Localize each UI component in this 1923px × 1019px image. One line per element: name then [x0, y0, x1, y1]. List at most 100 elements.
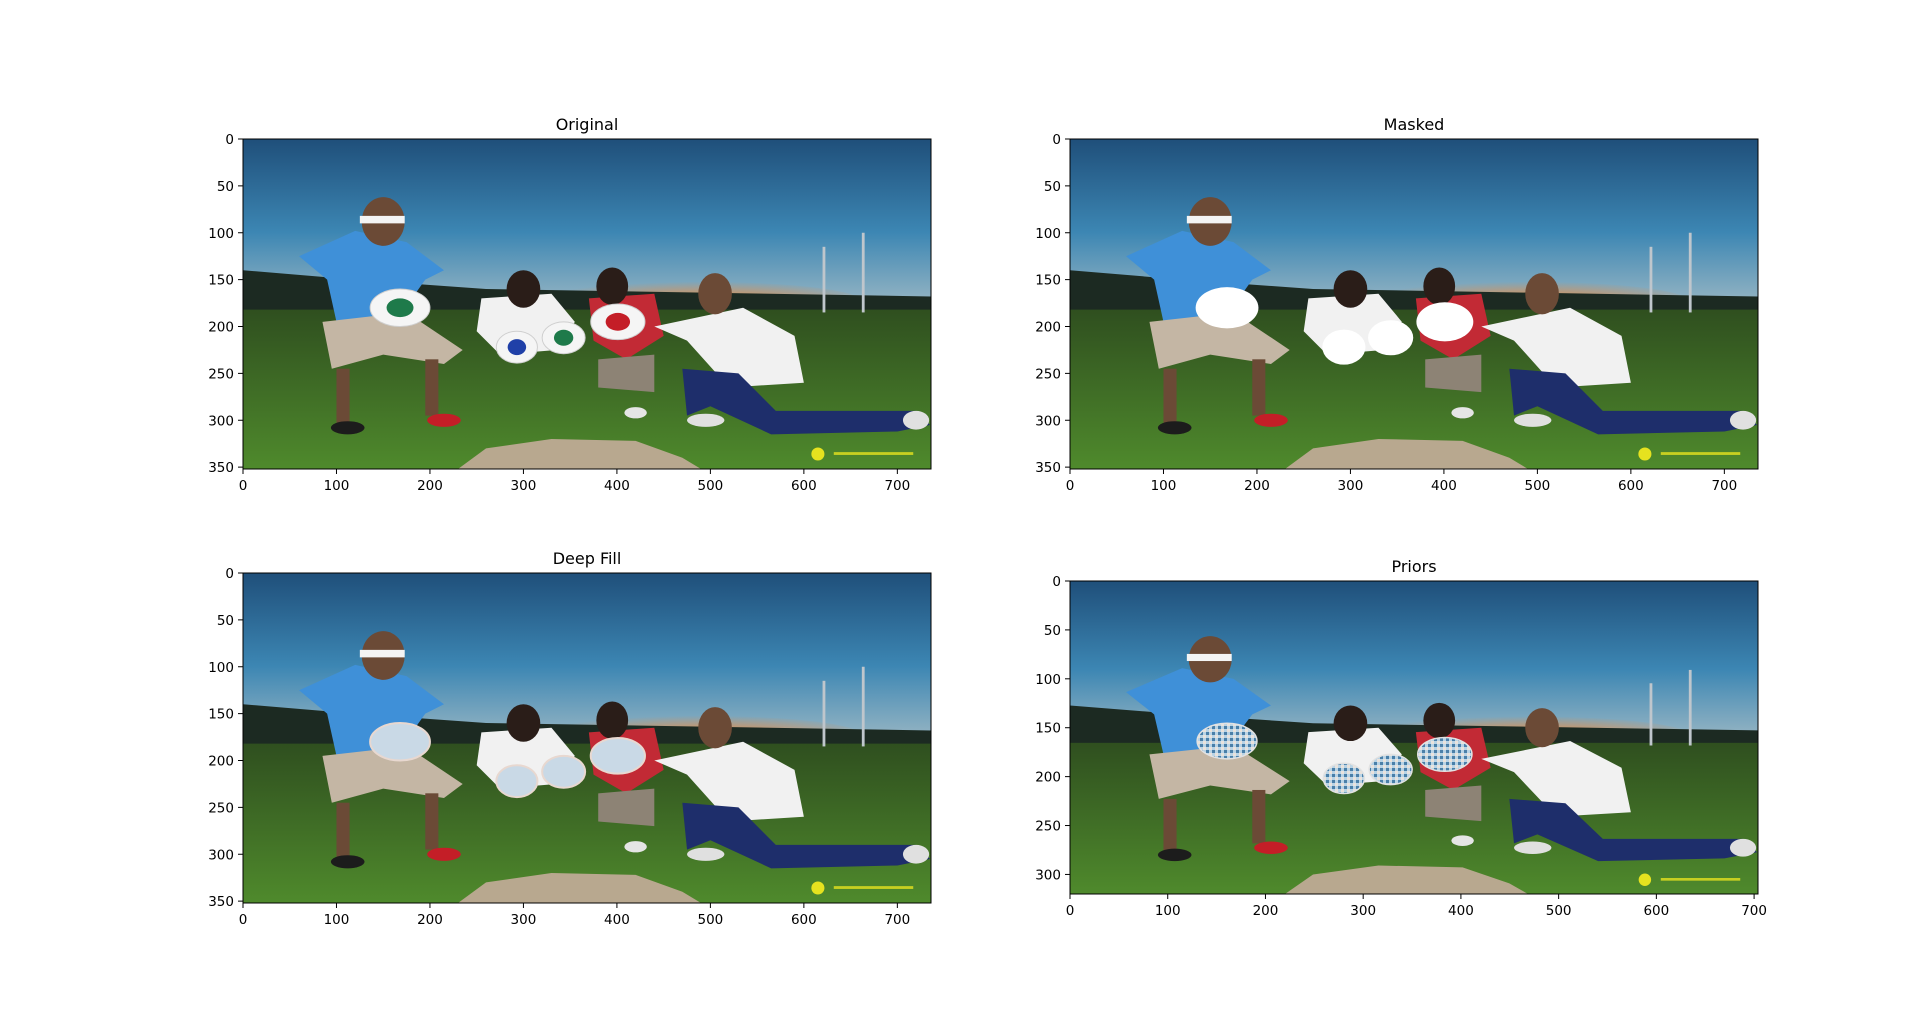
disc-logo — [605, 312, 631, 331]
person-head — [1423, 267, 1456, 305]
x-tick-label: 0 — [1066, 903, 1075, 919]
person-head — [506, 270, 541, 308]
x-tick-label: 0 — [239, 478, 248, 494]
shoe — [1157, 848, 1192, 862]
watermark-text — [1660, 452, 1741, 455]
inpainted-region — [1368, 753, 1413, 786]
mask-hole — [1322, 329, 1366, 365]
headband — [359, 215, 405, 224]
shoe — [1451, 407, 1474, 419]
axes-title: Deep Fill — [553, 549, 622, 568]
axes-frame — [1069, 580, 1759, 895]
person-head — [1525, 273, 1559, 315]
x-tick-label: 300 — [1350, 903, 1376, 919]
shoe — [1514, 841, 1552, 854]
y-tick-label: 250 — [1035, 819, 1061, 835]
y-tick-label: 0 — [225, 566, 234, 582]
person-shorts — [1149, 745, 1290, 799]
x-tick-label: 600 — [1643, 903, 1669, 919]
person-head — [1333, 270, 1368, 308]
y-tick-label: 350 — [208, 460, 234, 476]
person-jeans — [682, 802, 931, 869]
x-tick-label: 700 — [884, 912, 910, 928]
goal-post — [861, 666, 865, 747]
person-shorts — [1425, 354, 1482, 393]
headband — [359, 649, 405, 658]
x-tick-label: 100 — [324, 478, 350, 494]
axes-frame — [1069, 138, 1759, 470]
disc-logo — [553, 329, 574, 346]
leg — [1163, 368, 1177, 425]
goal-post — [1649, 683, 1653, 746]
inpainted-region — [495, 764, 539, 799]
leg — [1252, 359, 1266, 416]
person-head — [1525, 708, 1559, 748]
leg — [1163, 798, 1177, 853]
x-tick-label: 100 — [1151, 478, 1177, 494]
subplot-4: Priors 0 100 200 300 400 500 600 700 0 50 100 150 200… — [1035, 557, 1767, 919]
person-head — [1423, 702, 1456, 739]
goal-post — [822, 246, 826, 313]
shoe — [1729, 838, 1757, 857]
dirt-patch — [458, 873, 702, 903]
person-head — [596, 701, 629, 739]
person-shorts — [1425, 785, 1482, 822]
inpainted-region — [541, 754, 587, 789]
goal-post — [1688, 669, 1692, 746]
x-tick-label: 0 — [1066, 478, 1075, 494]
dirt-patch — [1285, 439, 1529, 469]
person-shorts — [322, 312, 463, 369]
dirt-patch — [458, 439, 702, 469]
shoe — [427, 847, 461, 861]
y-tick-label: 50 — [217, 613, 234, 629]
leg — [336, 802, 350, 859]
shoe — [624, 407, 647, 419]
watermark-text — [833, 452, 914, 455]
x-tick-label: 400 — [604, 912, 630, 928]
person-head — [506, 704, 541, 742]
x-tick-label: 300 — [511, 912, 537, 928]
x-tick-label: 500 — [698, 912, 724, 928]
x-tick-label: 100 — [1155, 903, 1181, 919]
mask-hole — [1195, 287, 1259, 329]
person-jeans — [682, 368, 931, 435]
x-tick-label: 400 — [604, 478, 630, 494]
leg — [425, 359, 439, 416]
inpainted-region — [1416, 736, 1473, 773]
person-white-shirt — [654, 741, 804, 822]
shoe — [330, 421, 365, 435]
inpainted-region — [1322, 762, 1366, 795]
y-tick-label: 150 — [208, 273, 234, 289]
y-tick-label: 200 — [208, 754, 234, 770]
shoe — [427, 413, 461, 427]
shoe — [1254, 413, 1288, 427]
watermark-text — [1660, 877, 1741, 881]
person-white-shirt — [654, 307, 804, 388]
photo — [1070, 581, 1758, 894]
person-white-shirt — [1481, 307, 1631, 388]
shoe — [902, 410, 930, 430]
y-tick-label: 200 — [208, 320, 234, 336]
y-tick-label: 250 — [1035, 366, 1061, 382]
subplot-2: Masked 0 100 200 300 400 500 600 700 0 50 100 150 200… — [1035, 115, 1759, 494]
shoe — [1729, 410, 1757, 430]
x-tick-label: 200 — [417, 912, 443, 928]
y-tick-label: 100 — [208, 226, 234, 242]
y-tick-label: 200 — [1035, 320, 1061, 336]
axes-frame — [242, 572, 932, 904]
axes-title: Masked — [1384, 115, 1445, 134]
x-tick-label: 700 — [1711, 478, 1737, 494]
x-tick-label: 600 — [791, 912, 817, 928]
watermark-logo — [1638, 447, 1652, 461]
y-tick-label: 100 — [208, 660, 234, 676]
person-head — [698, 273, 732, 315]
x-tick-label: 700 — [1741, 903, 1767, 919]
goal-post — [1649, 246, 1653, 313]
person-shorts — [598, 788, 655, 827]
y-tick-label: 250 — [208, 800, 234, 816]
subplot-3: Deep Fill 0 100 200 300 400 500 600 700 0 50 100 150… — [208, 549, 932, 928]
inpainted-region — [589, 737, 646, 775]
person-shorts — [598, 354, 655, 393]
photo — [243, 573, 931, 903]
